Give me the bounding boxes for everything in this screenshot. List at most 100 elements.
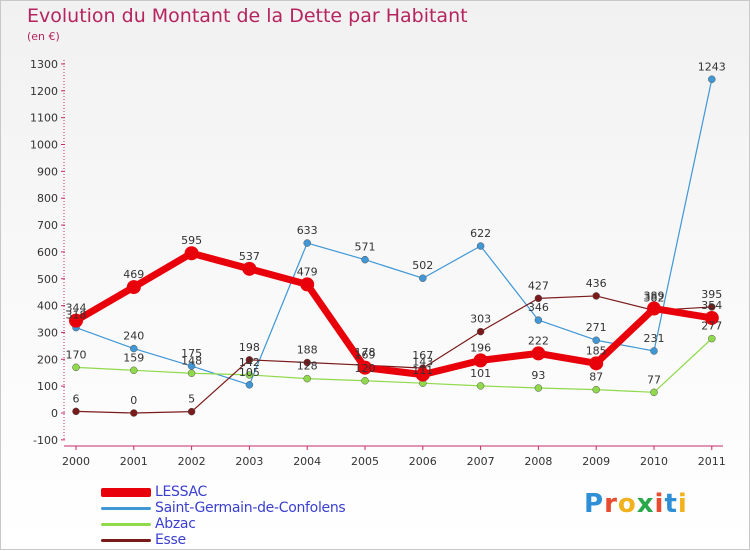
logo-letter: o xyxy=(617,489,637,519)
data-label-abzac: 101 xyxy=(470,367,491,380)
data-label-abzac: 148 xyxy=(181,354,202,367)
data-label-lessac: 222 xyxy=(528,334,549,347)
data-point-lessac xyxy=(531,346,546,361)
data-label-saint-germain-de-confolens: 571 xyxy=(355,241,376,254)
data-point-lessac xyxy=(589,356,604,371)
data-label-lessac: 169 xyxy=(355,349,376,362)
data-label-abzac: 111 xyxy=(412,364,433,377)
data-point-abzac xyxy=(361,377,369,385)
x-tick-label: 2001 xyxy=(120,455,148,468)
chart-legend: LESSAC Saint-Germain-de-Confolens Abzac Ess… xyxy=(101,484,346,548)
data-point-saint-germain-de-confolens xyxy=(361,255,369,264)
data-point-lessac xyxy=(704,310,719,325)
data-point-lessac xyxy=(647,301,661,316)
data-point-esse xyxy=(534,294,543,303)
logo-letter: i xyxy=(677,489,688,519)
x-tick-label: 2003 xyxy=(235,455,263,468)
data-label-saint-germain-de-confolens: 633 xyxy=(297,224,318,237)
data-point-abzac xyxy=(476,382,485,390)
data-point-saint-germain-de-confolens xyxy=(419,274,427,282)
data-point-esse xyxy=(592,292,600,300)
y-tick-label: 700 xyxy=(37,219,58,232)
data-label-lessac: 143 xyxy=(412,356,433,369)
data-label-saint-germain-de-confolens: 105 xyxy=(239,366,260,379)
series-line-esse xyxy=(75,295,712,414)
data-point-lessac xyxy=(184,246,199,261)
x-tick-label: 2002 xyxy=(178,455,206,468)
data-label-abzac: 170 xyxy=(66,348,87,361)
data-label-saint-germain-de-confolens: 622 xyxy=(470,227,491,240)
data-label-lessac: 196 xyxy=(470,341,491,354)
y-tick-label: 1300 xyxy=(30,58,58,71)
chart-title: Evolution du Montant de la Dette par Hab… xyxy=(27,5,468,27)
series-line-abzac xyxy=(75,338,713,393)
data-point-saint-germain-de-confolens xyxy=(130,344,138,353)
data-label-abzac: 93 xyxy=(531,369,545,382)
data-label-abzac: 77 xyxy=(647,373,661,386)
data-label-lessac: 469 xyxy=(123,268,144,281)
series-line-lessac xyxy=(74,249,713,379)
x-tick-label: 2009 xyxy=(582,455,610,468)
legend-item: Esse xyxy=(101,532,345,548)
legend-label: Esse xyxy=(155,532,186,548)
data-point-abzac xyxy=(187,369,196,378)
data-point-lessac xyxy=(415,367,430,382)
data-point-saint-germain-de-confolens xyxy=(303,239,311,247)
data-point-lessac xyxy=(358,360,372,375)
x-tick-label: 2010 xyxy=(640,455,668,468)
data-point-abzac xyxy=(592,385,600,394)
series-line-saint-germain-de-confolens xyxy=(75,79,713,386)
data-label-saint-germain-de-confolens: 318 xyxy=(66,309,87,322)
x-tick-label: 2006 xyxy=(409,455,437,468)
data-label-lessac: 595 xyxy=(181,234,202,247)
data-point-lessac xyxy=(69,313,83,328)
y-tick-label: -100 xyxy=(33,434,58,447)
data-point-esse xyxy=(187,407,196,416)
data-point-lessac xyxy=(242,261,257,276)
y-tick-label: 300 xyxy=(37,326,58,339)
data-label-abzac: 142 xyxy=(239,356,260,369)
data-point-saint-germain-de-confolens xyxy=(476,242,485,250)
data-label-esse: 167 xyxy=(412,349,433,362)
data-point-saint-germain-de-confolens xyxy=(650,347,658,355)
legend-label: Abzac xyxy=(155,516,196,532)
data-label-lessac: 389 xyxy=(644,290,665,303)
y-tick-label: 200 xyxy=(37,353,58,366)
logo-letter: t xyxy=(664,489,678,519)
data-label-lessac: 537 xyxy=(239,250,260,263)
data-label-esse: 395 xyxy=(701,288,722,301)
data-label-esse: 382 xyxy=(644,291,665,304)
x-tick-label: 2004 xyxy=(293,455,321,468)
proxiti-logo: Proxiti xyxy=(584,489,688,519)
logo-letter: x xyxy=(636,489,655,519)
data-point-abzac xyxy=(708,334,716,343)
y-tick-label: 400 xyxy=(37,300,58,313)
logo-letter: r xyxy=(604,489,618,519)
y-tick-label: 1100 xyxy=(30,112,58,125)
data-label-saint-germain-de-confolens: 271 xyxy=(586,321,607,334)
x-tick-label: 2011 xyxy=(698,455,726,468)
legend-swatch xyxy=(101,506,151,510)
data-label-lessac: 479 xyxy=(297,265,318,278)
data-label-lessac: 185 xyxy=(586,344,607,357)
data-point-lessac xyxy=(473,353,488,368)
legend-item: Abzac xyxy=(101,516,345,532)
data-label-esse: 0 xyxy=(130,394,137,407)
legend-item: Saint-Germain-de-Confolens xyxy=(101,500,346,516)
data-point-saint-germain-de-confolens xyxy=(592,336,600,344)
data-label-saint-germain-de-confolens: 240 xyxy=(123,330,144,343)
data-label-saint-germain-de-confolens: 231 xyxy=(644,332,665,345)
data-point-saint-germain-de-confolens xyxy=(534,316,543,324)
x-tick-label: 2000 xyxy=(62,455,90,468)
data-point-abzac xyxy=(130,366,138,375)
data-point-abzac xyxy=(72,363,80,372)
data-point-esse xyxy=(130,409,138,417)
data-label-lessac: 344 xyxy=(66,302,87,315)
legend-swatch xyxy=(101,538,151,542)
data-label-esse: 178 xyxy=(355,346,376,359)
data-label-abzac: 159 xyxy=(123,351,144,364)
data-point-abzac xyxy=(303,374,311,383)
x-tick-label: 2005 xyxy=(351,455,379,468)
legend-swatch xyxy=(101,522,151,526)
